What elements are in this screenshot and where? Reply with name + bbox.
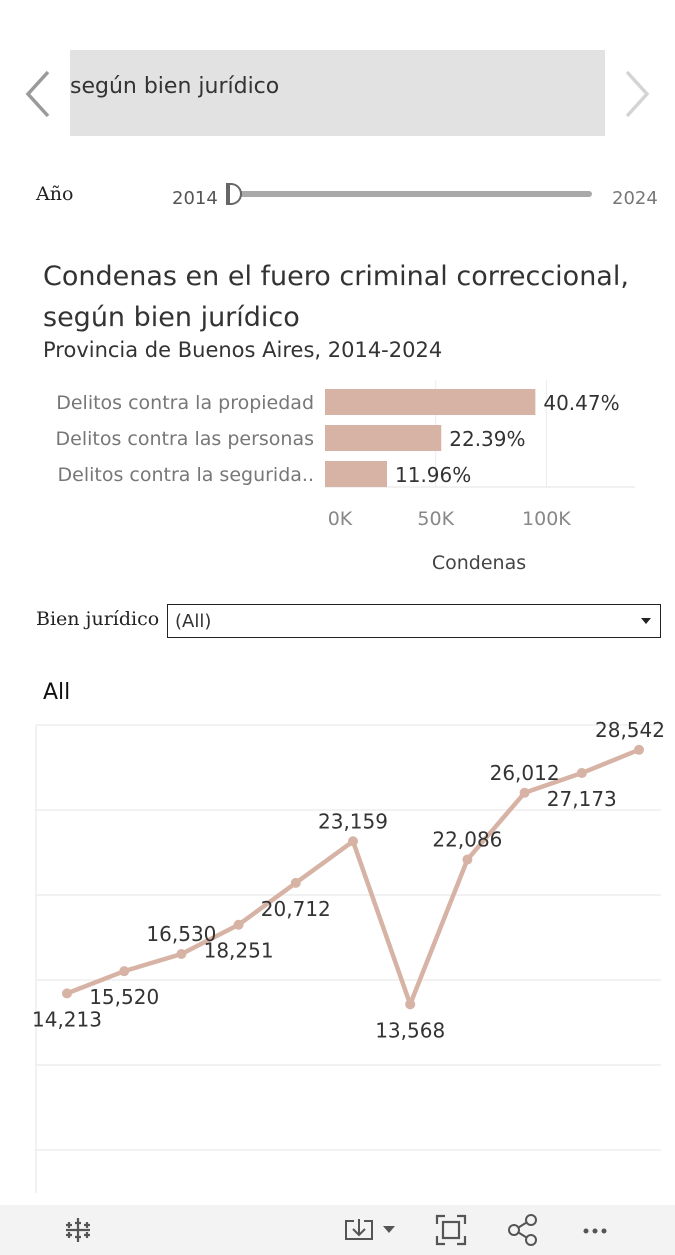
year-filter-label: Año	[36, 183, 74, 205]
bar-category-label: Delitos contra la propiedad	[56, 392, 314, 414]
line-point	[634, 744, 644, 755]
year-slider-min-value: 2014	[172, 188, 218, 209]
download-icon	[345, 1219, 395, 1240]
more-icon	[583, 1228, 607, 1234]
bar-x-tick-label: 100K	[522, 508, 571, 530]
legal-good-filter-label: Bien jurídico	[36, 608, 160, 630]
line-point	[519, 787, 530, 798]
line-data-label: 28,542	[595, 718, 665, 742]
bar-x-tick-label: 50K	[417, 508, 454, 530]
chevron-right-icon	[625, 70, 650, 118]
year-slider-handle[interactable]	[226, 183, 242, 205]
bar-chart-subtitle: Provincia de Buenos Aires, 2014-2024	[43, 338, 443, 362]
bar-chart-title: Condenas en el fuero criminal correccion…	[43, 261, 629, 333]
line-point	[176, 948, 187, 959]
line-data-label: 27,173	[547, 787, 617, 811]
line-data-label: 18,251	[204, 939, 274, 963]
line-point	[62, 988, 72, 999]
line-data-label: 16,530	[146, 922, 216, 946]
share-button[interactable]	[505, 1213, 541, 1247]
bar-category-label: Delitos contra la segurida..	[58, 464, 314, 486]
line-point	[462, 854, 473, 865]
line-point	[348, 836, 358, 847]
story-next-button[interactable]	[619, 66, 655, 122]
line-data-label: 23,159	[318, 809, 388, 833]
share-icon	[508, 1214, 537, 1246]
line-point	[119, 966, 130, 977]
download-button[interactable]	[340, 1213, 400, 1247]
line-data-label: 20,712	[261, 897, 331, 921]
bar	[325, 389, 536, 415]
line-data-label: 14,213	[32, 1007, 102, 1031]
story-point-caption[interactable]: según bien jurídico	[70, 50, 605, 136]
chevron-left-icon	[25, 70, 50, 118]
line-point	[233, 919, 244, 930]
line-data-label: 26,012	[490, 761, 560, 785]
year-slider-max-value: 2024	[612, 188, 658, 209]
line-point	[290, 877, 301, 888]
year-slider-track[interactable]	[228, 191, 592, 197]
line-data-label: 13,568	[375, 1018, 445, 1042]
legal-good-dropdown-value: (All)	[175, 611, 212, 632]
line-chart-title: All	[43, 680, 71, 705]
story-caption-text: según bien jurídico	[70, 74, 280, 99]
bar-data-label: 40.47%	[543, 391, 619, 415]
bar-x-axis-title: Condenas	[432, 552, 526, 574]
story-prev-button[interactable]	[20, 66, 56, 122]
bar-category-label: Delitos contra las personas	[56, 428, 314, 450]
bar-data-label: 11.96%	[395, 463, 471, 487]
bar-x-tick-label: 0K	[328, 508, 353, 530]
bar-chart: Delitos contra la propiedad 40.47% Delitos…	[56, 380, 635, 574]
viz-toolbar	[0, 1205, 675, 1255]
line-data-label: 15,520	[89, 985, 159, 1009]
bar-data-label: 22.39%	[449, 427, 525, 451]
fullscreen-button[interactable]	[433, 1213, 469, 1247]
line-point	[405, 999, 416, 1010]
line-point	[576, 768, 587, 779]
bar	[325, 425, 442, 451]
bar	[325, 461, 387, 487]
fullscreen-icon	[435, 1214, 467, 1246]
more-options-button[interactable]	[578, 1213, 614, 1247]
legal-good-dropdown[interactable]: (All)	[167, 604, 661, 638]
line-data-label: 22,086	[432, 828, 502, 852]
tableau-logo-button[interactable]	[58, 1213, 98, 1247]
tableau-logo-icon	[66, 1218, 90, 1242]
caret-down-icon	[641, 618, 651, 624]
